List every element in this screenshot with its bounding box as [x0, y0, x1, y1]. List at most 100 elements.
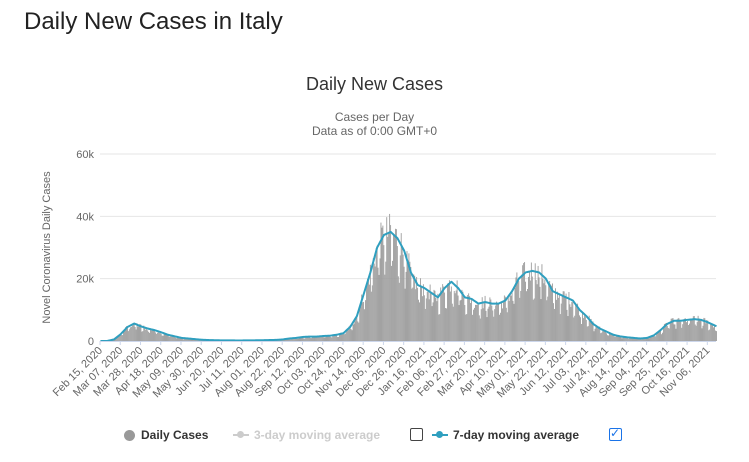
daily-case-bar — [294, 338, 296, 341]
daily-case-bar — [622, 336, 624, 341]
daily-case-bar — [696, 322, 698, 341]
daily-case-bar — [185, 338, 187, 341]
daily-case-bar — [680, 321, 682, 341]
daily-case-bar — [311, 338, 312, 341]
daily-case-bar — [184, 338, 186, 341]
daily-case-bar — [336, 333, 338, 341]
daily-case-bar — [393, 233, 394, 341]
daily-case-bar — [433, 289, 435, 341]
daily-case-bar — [535, 280, 537, 341]
daily-case-bar — [344, 333, 346, 341]
daily-case-bar — [357, 321, 359, 341]
daily-case-bar — [531, 276, 533, 341]
daily-case-bar — [159, 331, 161, 341]
daily-case-bar — [584, 316, 586, 341]
daily-case-bar — [624, 336, 626, 341]
3day-average-checkbox[interactable] — [410, 428, 423, 441]
daily-case-bar — [702, 325, 704, 341]
legend-3day-average[interactable]: 3-day moving average — [233, 428, 380, 442]
daily-case-bar — [710, 323, 712, 341]
daily-case-bar — [306, 336, 308, 341]
daily-case-bar — [187, 338, 189, 341]
daily-case-bar — [704, 318, 706, 341]
daily-case-bar — [650, 336, 652, 341]
daily-case-bar — [116, 336, 118, 341]
daily-case-bar — [666, 325, 668, 341]
daily-case-bar — [586, 326, 588, 341]
daily-case-bar — [136, 323, 138, 341]
daily-case-bar — [613, 336, 615, 341]
daily-case-bar — [313, 336, 314, 341]
daily-case-bar — [435, 297, 437, 341]
daily-case-bar — [501, 308, 503, 341]
daily-case-bar — [631, 337, 633, 341]
daily-case-bar — [612, 334, 614, 341]
daily-case-bar — [284, 339, 285, 341]
daily-case-bar — [176, 338, 178, 341]
daily-case-bar — [603, 329, 605, 341]
daily-case-bar — [449, 291, 451, 341]
daily-case-bar — [195, 339, 197, 341]
daily-case-bar — [414, 275, 416, 341]
daily-case-bar — [188, 339, 190, 341]
y-tick-label: 20k — [76, 274, 94, 286]
daily-case-bar — [347, 330, 349, 341]
chart-data-date: Data as of 0:00 GMT+0 — [311, 124, 438, 138]
daily-case-bar — [171, 336, 173, 341]
daily-case-bar — [126, 327, 128, 341]
daily-case-bar — [434, 290, 436, 341]
daily-case-bar — [297, 338, 299, 341]
daily-case-bar — [685, 318, 687, 341]
daily-case-bar — [310, 338, 312, 341]
daily-case-bar — [391, 265, 392, 341]
daily-case-bar — [474, 307, 475, 341]
daily-case-bar — [606, 333, 607, 341]
daily-case-bar — [577, 303, 579, 341]
daily-case-bar — [156, 332, 158, 341]
daily-case-bar — [561, 295, 563, 341]
daily-case-bar — [705, 323, 707, 341]
daily-case-bar — [398, 282, 400, 341]
daily-case-bar — [366, 284, 367, 341]
daily-case-bar — [447, 283, 448, 341]
daily-case-bar — [575, 304, 577, 341]
daily-case-bar — [510, 295, 512, 341]
7day-average-checkbox[interactable] — [609, 426, 622, 441]
daily-case-bar — [632, 337, 633, 341]
daily-case-bar — [669, 322, 671, 341]
daily-case-bar — [618, 336, 620, 341]
daily-case-bar — [527, 289, 528, 341]
legend-7day-average[interactable]: 7-day moving average — [432, 428, 579, 442]
legend-daily-cases[interactable]: Daily Cases — [124, 428, 208, 442]
daily-case-bar — [581, 324, 582, 341]
daily-case-bar — [452, 306, 454, 341]
daily-case-bar — [569, 304, 571, 341]
daily-case-bar — [563, 291, 565, 341]
daily-case-bar — [467, 294, 469, 341]
daily-case-bar — [639, 338, 641, 341]
daily-case-bar — [476, 304, 478, 341]
daily-case-bar — [488, 306, 490, 341]
daily-case-bar — [588, 315, 590, 341]
daily-case-bar — [518, 281, 520, 341]
daily-case-bar — [660, 329, 661, 341]
daily-case-bar — [578, 308, 580, 341]
daily-case-bar — [182, 339, 184, 341]
daily-case-bar — [299, 336, 301, 341]
daily-case-bar — [383, 245, 385, 341]
daily-case-bar — [181, 338, 183, 341]
daily-case-bar — [521, 274, 523, 341]
legend-7day-average-label: 7-day moving average — [453, 428, 580, 442]
daily-case-bar — [304, 338, 306, 341]
daily-case-bar — [180, 337, 182, 341]
daily-case-bar — [290, 339, 292, 341]
daily-case-bar — [155, 333, 157, 341]
daily-case-bar — [322, 335, 324, 341]
daily-case-bar — [635, 338, 636, 341]
daily-case-bar — [683, 319, 685, 341]
daily-case-bar — [361, 294, 363, 341]
chart-subtitle: Cases per Day — [334, 110, 415, 124]
daily-case-bar — [367, 278, 368, 341]
daily-case-bar — [477, 304, 479, 341]
daily-case-bar — [538, 277, 540, 341]
